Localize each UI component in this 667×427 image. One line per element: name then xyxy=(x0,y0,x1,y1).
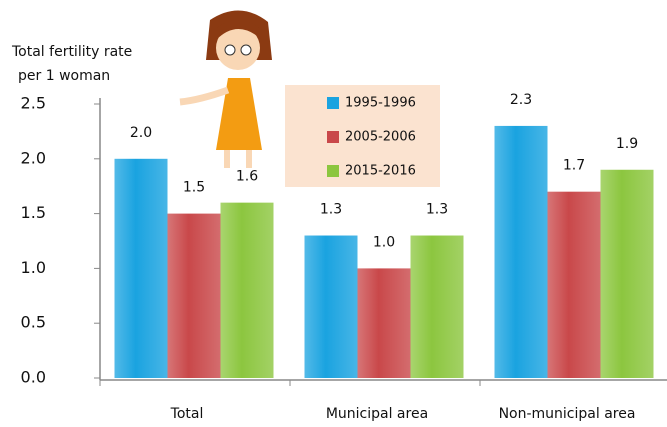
legend-marker xyxy=(327,97,339,109)
legend-label: 2005-2006 xyxy=(345,130,416,145)
bar xyxy=(495,126,548,378)
cartoon-girl xyxy=(180,10,272,168)
value-label: 1.3 xyxy=(426,202,448,218)
bar xyxy=(411,236,464,378)
value-label: 1.7 xyxy=(563,158,585,174)
bar xyxy=(305,236,358,378)
value-label: 1.0 xyxy=(373,234,395,250)
y-axis-label: Total fertility rate xyxy=(11,44,132,60)
chart: Total fertility rate per 1 woman 0.0 0.5 1… xyxy=(0,0,667,427)
legend-marker xyxy=(327,131,339,143)
y-tick-label: 1.0 xyxy=(21,258,46,277)
value-label: 1.6 xyxy=(236,169,258,185)
y-tick-label: 1.5 xyxy=(21,203,46,222)
y-tick-label: 2.0 xyxy=(21,148,46,167)
value-label: 1.3 xyxy=(320,202,342,218)
value-label: 2.0 xyxy=(130,125,152,141)
x-tick-label: Non-municipal area xyxy=(499,406,636,422)
bar xyxy=(221,203,274,378)
y-axis-label: per 1 woman xyxy=(18,68,110,84)
bar xyxy=(548,192,601,378)
bar xyxy=(168,214,221,378)
y-tick-label: 0.5 xyxy=(21,313,46,332)
y-tick-label: 2.5 xyxy=(21,94,46,113)
x-tick-label: Total xyxy=(170,406,204,422)
value-label: 1.5 xyxy=(183,180,205,196)
x-tick-label: Municipal area xyxy=(326,406,428,422)
bar xyxy=(601,170,654,378)
value-label: 1.9 xyxy=(616,136,638,152)
legend-label: 1995-1996 xyxy=(345,96,416,111)
y-tick-label: 0.0 xyxy=(21,368,46,387)
legend-marker xyxy=(327,165,339,177)
bar xyxy=(358,268,411,378)
bar xyxy=(115,159,168,378)
value-label: 2.3 xyxy=(510,92,532,108)
legend-label: 2015-2016 xyxy=(345,164,416,179)
